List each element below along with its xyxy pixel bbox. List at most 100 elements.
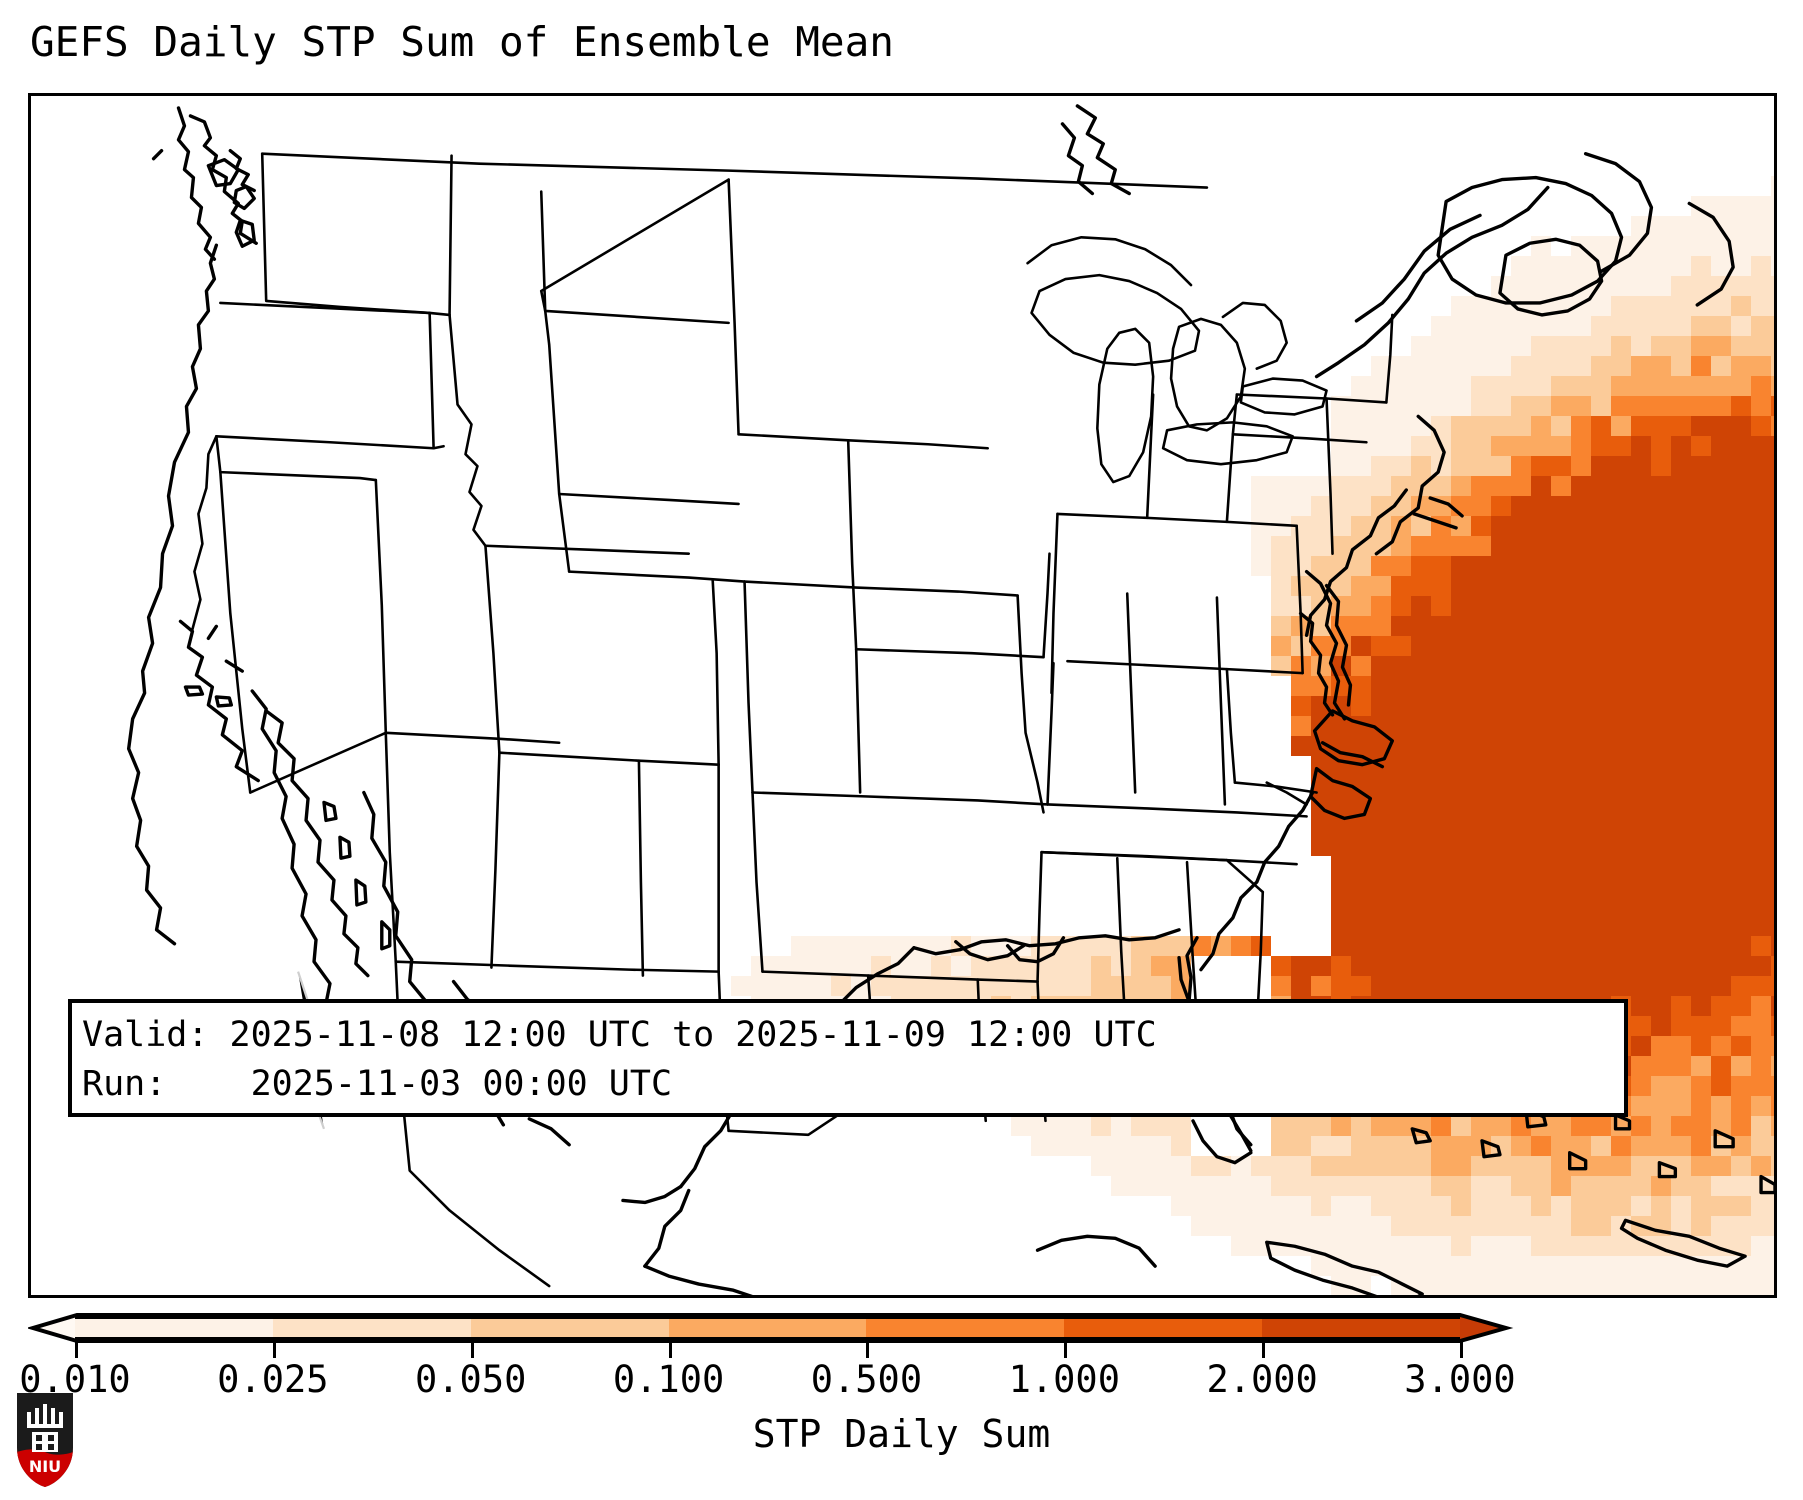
heatmap-cell (1771, 1096, 1774, 1116)
heatmap-cell (1551, 836, 1571, 856)
heatmap-cell (1671, 396, 1691, 416)
heatmap-cell (1731, 1036, 1751, 1056)
heatmap-cell (1051, 1136, 1071, 1156)
heatmap-cell (1571, 556, 1591, 576)
heatmap-cell (1371, 1236, 1391, 1256)
heatmap-cell (1471, 356, 1491, 376)
heatmap-cell (1631, 956, 1651, 976)
page-title: GEFS Daily STP Sum of Ensemble Mean (30, 18, 894, 66)
heatmap-cell (1711, 1076, 1731, 1096)
heatmap-cell (1471, 496, 1491, 516)
heatmap-cell (1351, 816, 1371, 836)
heatmap-cell (1411, 456, 1431, 476)
heatmap-cell (1071, 936, 1091, 956)
heatmap-cell (1671, 416, 1691, 436)
heatmap-cell (1531, 476, 1551, 496)
heatmap-cell (1331, 856, 1351, 876)
heatmap-cell (1411, 536, 1431, 556)
heatmap-cell (1731, 456, 1751, 476)
colorbar-tick-label-4: 0.500 (810, 1358, 923, 1401)
heatmap-cell (1451, 776, 1471, 796)
heatmap-cell (1551, 696, 1571, 716)
heatmap-cell (1771, 556, 1774, 576)
heatmap-cell (1431, 936, 1451, 956)
colorbar-tick-2 (470, 1341, 474, 1358)
heatmap-cell (1331, 576, 1351, 596)
colorbar-segment-2 (470, 1319, 669, 1337)
heatmap-cell (1771, 936, 1774, 956)
heatmap-cell (1731, 716, 1751, 736)
heatmap-cell (1491, 976, 1511, 996)
heatmap-cell (1311, 1196, 1331, 1216)
heatmap-cell (1731, 916, 1751, 936)
heatmap-cell (1631, 356, 1651, 376)
heatmap-cell (1731, 676, 1751, 696)
heatmap-cell (1591, 576, 1611, 596)
heatmap-cell (1611, 596, 1631, 616)
heatmap-cell (1431, 1196, 1451, 1216)
heatmap-cell (1631, 1096, 1651, 1116)
heatmap-cell (1651, 736, 1671, 756)
heatmap-cell (1211, 1216, 1231, 1236)
heatmap-cell (1311, 976, 1331, 996)
heatmap-cell (1471, 1156, 1491, 1176)
heatmap-cell (1511, 336, 1531, 356)
heatmap-cell (1231, 1176, 1251, 1196)
heatmap-cell (1691, 496, 1711, 516)
heatmap-cell (1491, 916, 1511, 936)
heatmap-cell (1551, 756, 1571, 776)
heatmap-cell (1751, 816, 1771, 836)
heatmap-cell (1111, 1156, 1131, 1176)
heatmap-cell (1651, 1136, 1671, 1156)
heatmap-cell (1251, 1156, 1271, 1176)
heatmap-cell (1631, 256, 1651, 276)
heatmap-cell (1091, 936, 1111, 956)
heatmap-cell (1651, 1096, 1671, 1116)
heatmap-cell (1731, 876, 1751, 896)
heatmap-cell (1291, 476, 1311, 496)
heatmap-cell (1651, 976, 1671, 996)
heatmap-cell (1711, 616, 1731, 636)
colorbar-segment-4 (866, 1319, 1065, 1337)
heatmap-cell (1551, 356, 1571, 376)
heatmap-cell (1531, 696, 1551, 716)
heatmap-cell (1491, 416, 1511, 436)
heatmap-cell (1751, 936, 1771, 956)
heatmap-cell (1531, 856, 1551, 876)
heatmap-cell (1331, 596, 1351, 616)
heatmap-cell (1471, 736, 1491, 756)
heatmap-cell (1731, 596, 1751, 616)
heatmap-cell (1511, 856, 1531, 876)
heatmap-cell (1611, 736, 1631, 756)
heatmap-cell (1571, 1196, 1591, 1216)
heatmap-cell (1751, 916, 1771, 936)
heatmap-cell (1771, 996, 1774, 1016)
heatmap-cell (1671, 1116, 1691, 1136)
heatmap-cell (1651, 456, 1671, 476)
heatmap-cell (1611, 896, 1631, 916)
heatmap-cell (1431, 876, 1451, 896)
heatmap-cell (1671, 516, 1691, 536)
heatmap-cell (1771, 976, 1774, 996)
heatmap-cell (1591, 836, 1611, 856)
heatmap-cell (1691, 816, 1711, 836)
heatmap-cell (1451, 796, 1471, 816)
heatmap-cell (1311, 1216, 1331, 1236)
heatmap-cell (1351, 1176, 1371, 1196)
heatmap-cell (1511, 796, 1531, 816)
heatmap-cell (1631, 1176, 1651, 1196)
colorbar-caption: STP Daily Sum (752, 1412, 1051, 1456)
heatmap-cell (731, 976, 751, 996)
heatmap-cell (1111, 1136, 1131, 1156)
heatmap-cell (1471, 476, 1491, 496)
heatmap-cell (1751, 596, 1771, 616)
heatmap-cell (1391, 956, 1411, 976)
heatmap-cell (1651, 396, 1671, 416)
heatmap-cell (1731, 796, 1751, 816)
heatmap-cell (1111, 1176, 1131, 1196)
heatmap-cell (1591, 976, 1611, 996)
heatmap-cell (1531, 636, 1551, 656)
heatmap-cell (1651, 1256, 1671, 1276)
heatmap-cell (1511, 276, 1531, 296)
heatmap-cell (1711, 236, 1731, 256)
